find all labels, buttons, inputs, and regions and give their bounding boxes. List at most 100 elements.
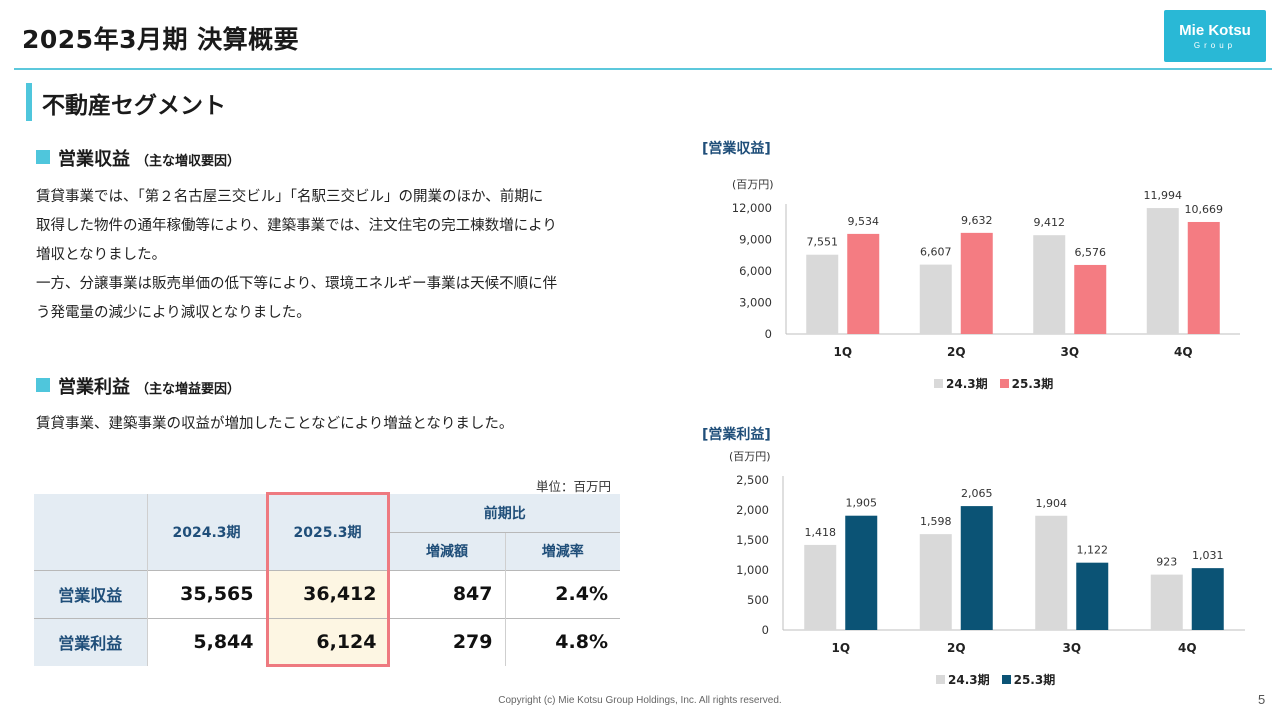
revenue-line: 増収となりました。 xyxy=(36,247,167,263)
cell-prev: 35,565 xyxy=(146,569,266,618)
legend-swatch xyxy=(934,379,943,388)
profit-chart-title: [営業利益] xyxy=(702,427,771,443)
header-divider xyxy=(14,68,1272,70)
col-header-diff: 増減額 xyxy=(388,531,505,570)
profit-bullet-square xyxy=(36,378,50,392)
x-tick-label: 1Q xyxy=(833,345,852,359)
copyright-text: Copyright (c) Mie Kotsu Group Holdings, … xyxy=(498,695,782,706)
legend-label: 25.3期 xyxy=(1011,377,1054,391)
table-unit-label: 単位：百万円 xyxy=(536,479,612,494)
col-header-rate: 増減率 xyxy=(504,531,620,570)
table-row: 営業利益 5,844 6,124 279 4.8% xyxy=(34,617,620,666)
bar-3Q-25.3期 xyxy=(1074,264,1107,334)
logo-line1: Mie Kotsu xyxy=(1179,22,1251,39)
legend-label: 25.3期 xyxy=(1013,673,1056,687)
y-tick-label: 2,500 xyxy=(736,473,769,487)
bar-1Q-24.3期 xyxy=(806,254,839,334)
legend-swatch xyxy=(999,379,1009,388)
revenue-heading-text: 営業収益 xyxy=(58,149,130,170)
legend-item: 25.3期 xyxy=(1001,671,1056,688)
profit-heading: 営業利益 （主な増益要因） xyxy=(58,373,240,399)
revenue-line: う発電量の減少により減収となりました。 xyxy=(36,305,311,321)
profit-paragraph: 賃貸事業、建築事業の収益が増加したことなどにより増益となりました。 xyxy=(36,410,626,439)
cell-curr: 36,412 xyxy=(265,569,389,618)
bar-2Q-25.3期 xyxy=(960,232,993,334)
bar-2Q-24.3期 xyxy=(919,264,952,334)
x-tick-label: 1Q xyxy=(831,641,850,655)
data-label: 1,031 xyxy=(1192,549,1224,562)
page-title: 2025年3月期 決算概要 xyxy=(22,25,300,54)
data-label: 11,994 xyxy=(1144,189,1183,202)
x-tick-label: 2Q xyxy=(947,641,966,655)
revenue-heading: 営業収益 （主な増収要因） xyxy=(58,145,240,171)
data-label: 6,576 xyxy=(1075,246,1107,259)
profit-heading-note: （主な増益要因） xyxy=(136,382,241,397)
y-tick-label: 0 xyxy=(762,623,769,637)
y-tick-label: 1,500 xyxy=(736,533,769,547)
bar-3Q-24.3期 xyxy=(1035,515,1068,630)
bar-4Q-25.3期 xyxy=(1187,221,1220,334)
bar-4Q-24.3期 xyxy=(1146,208,1179,334)
logo-line2: Group xyxy=(1193,41,1237,50)
revenue-chart-title: [営業収益] xyxy=(702,141,771,157)
y-tick-label: 500 xyxy=(747,593,769,607)
x-tick-label: 4Q xyxy=(1174,345,1193,359)
data-label: 9,412 xyxy=(1034,216,1066,229)
y-tick-label: 6,000 xyxy=(739,264,772,278)
col-header-curr: 2025.3期 xyxy=(265,494,389,570)
y-tick-label: 0 xyxy=(765,327,772,341)
bar-1Q-25.3期 xyxy=(845,515,878,630)
legend-item: 25.3期 xyxy=(999,375,1054,392)
legend-item: 24.3期 xyxy=(936,671,990,688)
row-label: 営業利益 xyxy=(34,617,147,666)
data-label: 9,534 xyxy=(848,215,880,228)
x-tick-label: 4Q xyxy=(1178,641,1197,655)
page-number: 5 xyxy=(1258,692,1266,707)
revenue-line: 一方、分譲事業は販売単価の低下等により、環境エネルギー事業は天候不順に伴 xyxy=(36,276,558,292)
bar-3Q-24.3期 xyxy=(1033,235,1066,334)
data-label: 9,632 xyxy=(961,214,993,227)
y-tick-label: 9,000 xyxy=(739,233,772,247)
data-label: 1,598 xyxy=(920,515,952,528)
revenue-paragraph: 賃貸事業では、「第２名古屋三交ビル」「名駅三交ビル」の開業のほか、前期に 取得し… xyxy=(36,183,626,328)
legend-label: 24.3期 xyxy=(946,377,988,391)
revenue-chart-legend: 24.3期 25.3期 xyxy=(934,375,1059,392)
section-accent-bar xyxy=(26,83,32,121)
y-tick-label: 12,000 xyxy=(732,201,772,215)
revenue-line: 取得した物件の通年稼働等により、建築事業では、注文住宅の完工棟数増により xyxy=(36,218,557,234)
y-axis-unit-label: (百万円) xyxy=(732,178,774,191)
company-logo: Mie Kotsu Group xyxy=(1164,10,1266,62)
revenue-line: 賃貸事業では、「第２名古屋三交ビル」「名駅三交ビル」の開業のほか、前期に xyxy=(36,189,544,205)
revenue-bullet-square xyxy=(36,150,50,164)
profit-chart-legend: 24.3期 25.3期 xyxy=(936,671,1061,688)
col-header-compare: 前期比 xyxy=(388,494,620,532)
profit-line: 賃貸事業、建築事業の収益が増加したことなどにより増益となりました。 xyxy=(36,416,514,432)
y-tick-label: 1,000 xyxy=(736,563,769,577)
cell-diff: 847 xyxy=(388,569,505,618)
table-row: 営業収益 35,565 36,412 847 2.4% xyxy=(34,569,620,618)
x-tick-label: 2Q xyxy=(947,345,966,359)
legend-item: 24.3期 xyxy=(934,375,988,392)
cell-rate: 2.4% xyxy=(504,569,620,618)
data-label: 1,418 xyxy=(805,526,837,539)
x-tick-label: 3Q xyxy=(1060,345,1079,359)
bar-2Q-24.3期 xyxy=(919,534,952,630)
y-axis-unit-label: (百万円) xyxy=(729,450,771,463)
legend-label: 24.3期 xyxy=(948,673,990,687)
data-label: 923 xyxy=(1156,556,1177,569)
cell-curr: 6,124 xyxy=(265,617,389,666)
data-label: 10,669 xyxy=(1185,203,1224,216)
y-tick-label: 3,000 xyxy=(739,296,772,310)
bar-2Q-25.3期 xyxy=(960,506,993,630)
section-title: 不動産セグメント xyxy=(42,93,226,119)
revenue-chart: (百万円) 0 3,000 6,000 9,000 12,000 1Q 7,551 9,534 2… xyxy=(732,178,1240,359)
bar-1Q-24.3期 xyxy=(804,544,837,630)
row-label: 営業収益 xyxy=(34,569,147,618)
profit-chart: (百万円) 0 500 1,000 1,500 2,000 2,500 1Q 1,418 1,90… xyxy=(729,450,1245,655)
table-corner xyxy=(34,494,147,570)
col-header-prev: 2024.3期 xyxy=(146,494,266,570)
legend-swatch xyxy=(936,675,945,684)
data-label: 1,904 xyxy=(1036,497,1068,510)
y-tick-label: 2,000 xyxy=(736,503,769,517)
legend-swatch xyxy=(1001,675,1011,684)
